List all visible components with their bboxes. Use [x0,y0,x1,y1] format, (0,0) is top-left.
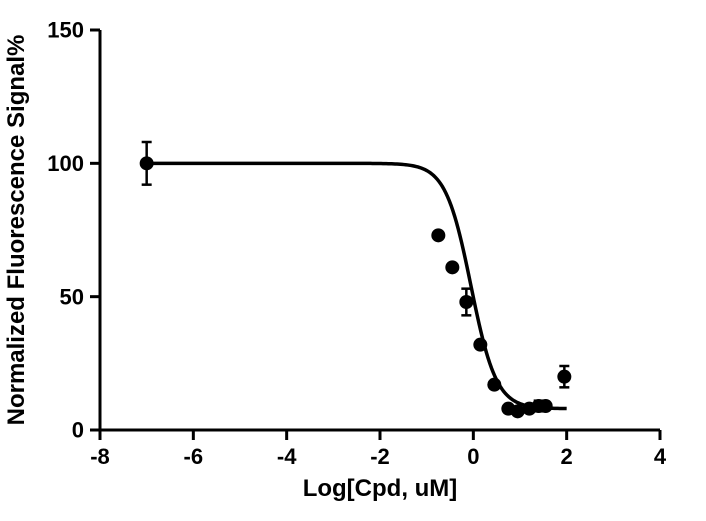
data-point [140,156,154,170]
x-tick-label: -6 [184,444,204,469]
x-tick-label: -4 [277,444,297,469]
y-tick-label: 50 [60,284,84,309]
data-point [511,404,525,418]
x-tick-label: 4 [654,444,667,469]
data-point [459,295,473,309]
y-tick-label: 150 [47,18,84,43]
data-point [487,378,501,392]
x-axis-title: Log[Cpd, uM] [303,475,458,502]
y-tick-label: 0 [72,418,84,443]
fitted-curve [147,163,567,408]
x-tick-label: 0 [467,444,479,469]
y-axis-title: Normalized Fluorescence Signal% [3,35,30,426]
chart-svg: -8 -6 -4 -2 0 2 4 0 50 100 150 Log[Cpd, uM] Normaliz… [0,0,706,521]
x-tick-label: -2 [370,444,390,469]
dose-response-chart: -8 -6 -4 -2 0 2 4 0 50 100 150 Log[Cpd, uM] Normaliz… [0,0,706,521]
data-point [445,260,459,274]
data-point [557,370,571,384]
data-point [539,399,553,413]
data-point [431,228,445,242]
x-tick-label: 2 [561,444,573,469]
y-tick-label: 100 [47,151,84,176]
data-point [473,338,487,352]
x-tick-label: -8 [90,444,110,469]
